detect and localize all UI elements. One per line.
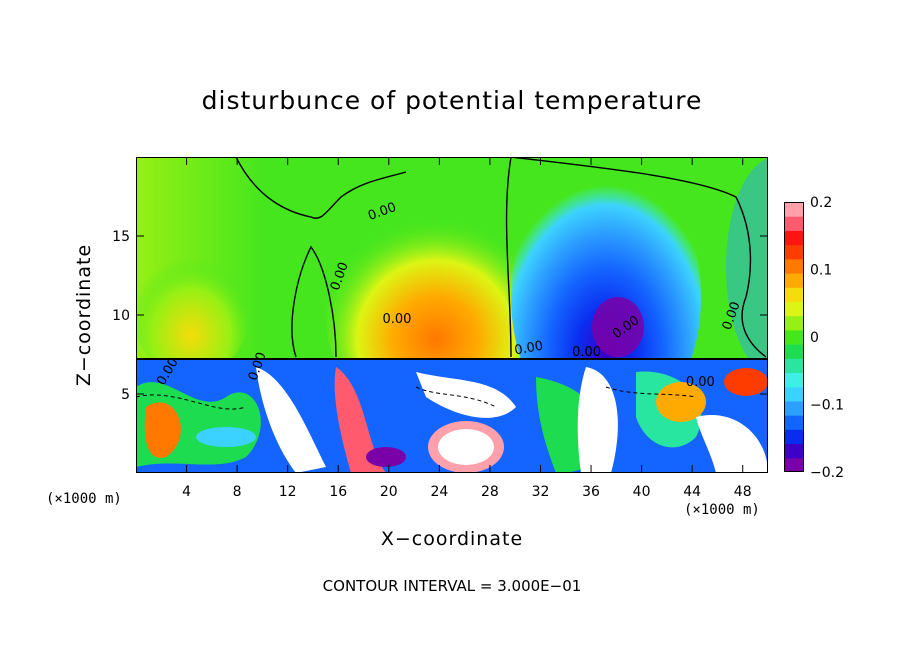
colorbar-swatch xyxy=(784,429,804,445)
colorbar-swatch xyxy=(784,216,804,231)
x-axis-label: X−coordinate xyxy=(380,528,524,550)
cold-core xyxy=(592,297,644,357)
colorbar-tick-label: −0.2 xyxy=(810,465,844,481)
colorbar-swatch xyxy=(784,344,804,359)
colorbar-swatch xyxy=(784,372,804,388)
plot-area: 0.000.000.000.000.00 0.000.000.000.00 0.00 xyxy=(136,157,768,473)
y-tick-label: 10 xyxy=(112,308,130,324)
chart-title: disturbunce of potential temperature xyxy=(201,86,703,115)
contour-label: 0.00 xyxy=(382,312,411,327)
colorbar-swatch xyxy=(784,415,804,430)
x-tick-label: 48 xyxy=(734,484,752,500)
y-axis-ticks xyxy=(136,235,768,395)
y-tick-label: 5 xyxy=(121,387,130,403)
zero-contour-lower xyxy=(136,386,697,410)
contour-label: 0.00 xyxy=(686,375,715,390)
y-axis-label: Z−coordinate xyxy=(73,243,95,387)
colorbar-swatch xyxy=(784,273,804,288)
colorbar-swatch xyxy=(784,301,804,317)
colorbar-tick-label: −0.1 xyxy=(810,398,844,414)
x-tick-label: 16 xyxy=(329,484,347,500)
x-axis-ticks xyxy=(186,157,744,473)
colorbar-swatch xyxy=(784,287,804,302)
colorbar xyxy=(784,202,804,472)
colorbar-swatch xyxy=(784,230,804,246)
y-tick-label: 15 xyxy=(112,229,130,245)
zero-contour-right xyxy=(505,157,767,358)
colorbar-border xyxy=(784,202,804,472)
x-tick-label: 4 xyxy=(182,484,191,500)
x-tick-labels: 4 8 12 16 20 24 28 32 36 40 44 48 xyxy=(182,484,752,500)
x-tick-label: 12 xyxy=(279,484,297,500)
x-tick-label: 40 xyxy=(633,484,651,500)
colorbar-swatch xyxy=(784,202,804,217)
colorbar-labels: 0.2 0.1 0 −0.1 −0.2 xyxy=(810,195,844,481)
colorbar-swatch xyxy=(784,457,804,472)
colorbar-tick-label: 0 xyxy=(810,330,819,346)
x-tick-label: 32 xyxy=(532,484,550,500)
x-tick-label: 20 xyxy=(380,484,398,500)
x-tick-label: 44 xyxy=(683,484,701,500)
x-tick-label: 36 xyxy=(582,484,600,500)
x-unit-left: (×1000 m) xyxy=(46,491,122,507)
cold-plume-right-edge xyxy=(726,158,768,376)
colorbar-swatch xyxy=(784,315,804,331)
colorbar-swatch xyxy=(784,358,804,374)
colorbar-swatch xyxy=(784,258,804,274)
lower-layer-features xyxy=(136,367,768,473)
x-tick-label: 8 xyxy=(233,484,242,500)
x-tick-label: 28 xyxy=(481,484,499,500)
contour-label: 0.00 xyxy=(513,339,544,359)
warm-plume-left xyxy=(136,237,251,377)
colorbar-swatch xyxy=(784,400,804,416)
y-tick-labels: 5 10 15 xyxy=(112,229,130,403)
x-tick-label: 24 xyxy=(430,484,448,500)
zero-contour-upper-left xyxy=(235,157,407,219)
colorbar-swatch xyxy=(784,244,804,260)
colorbar-tick-label: 0.1 xyxy=(810,263,832,279)
contour-label: 0.00 xyxy=(572,345,601,360)
colorbar-tick-label: 0.2 xyxy=(810,195,832,211)
colorbar-swatch xyxy=(784,329,804,345)
colorbar-swatch xyxy=(784,443,804,459)
contour-interval-note: CONTOUR INTERVAL = 3.000E−01 xyxy=(322,577,582,595)
colorbar-swatch xyxy=(784,386,804,402)
x-unit-right: (×1000 m) xyxy=(684,502,760,518)
zero-contour-middle xyxy=(291,245,337,358)
